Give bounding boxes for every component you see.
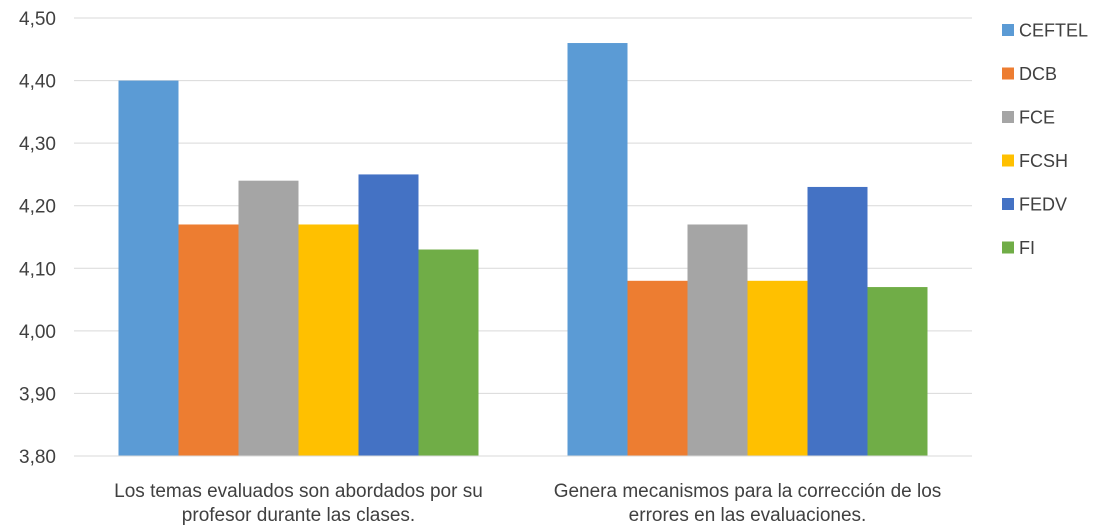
legend-label-fce: FCE: [1019, 108, 1055, 128]
bar-fedv-1: [358, 174, 419, 456]
bar-fce-2: [687, 224, 748, 456]
bar-fi-2: [867, 287, 928, 456]
bar-fcsh-1: [298, 224, 359, 456]
legend-label-fcsh: FCSH: [1019, 151, 1068, 171]
bar-fi-1: [418, 249, 479, 456]
bars: [118, 43, 928, 457]
bar-dcb-2: [627, 280, 688, 456]
legend-swatch-ceftel: [1002, 24, 1014, 36]
legend-label-fi: FI: [1019, 238, 1035, 258]
y-tick-label: 4,40: [19, 72, 56, 93]
legend-swatch-fcsh: [1002, 154, 1014, 167]
bar-fce-1: [238, 180, 299, 456]
legend-label-dcb: DCB: [1019, 64, 1057, 84]
x-axis-category-labels: Los temas evaluados son abordados por su…: [114, 481, 941, 526]
bar-ceftel-2: [567, 43, 628, 457]
bar-fcsh-2: [747, 280, 808, 456]
bar-fedv-2: [807, 186, 868, 456]
bar-ceftel-1: [118, 80, 179, 457]
bar-dcb-1: [178, 224, 239, 456]
y-axis-tick-labels: 3,80 3,90 4,00 4,10 4,20 4,30 4,40 4,50: [19, 9, 56, 468]
y-tick-label: 3,80: [19, 447, 56, 468]
y-tick-label: 3,90: [19, 384, 56, 405]
x-category-label: Genera mecanismos para la corrección de …: [554, 481, 942, 526]
legend-swatch-fce: [1002, 111, 1014, 123]
y-tick-label: 4,30: [19, 134, 56, 155]
legend-swatch-fi: [1002, 241, 1014, 254]
legend: CEFTEL DCB FCE FCSH FEDV FI: [1002, 21, 1088, 258]
y-tick-label: 4,10: [19, 259, 56, 280]
y-tick-label: 4,50: [19, 9, 56, 30]
y-tick-label: 4,00: [19, 322, 56, 343]
legend-label-ceftel: CEFTEL: [1019, 21, 1088, 41]
legend-swatch-dcb: [1002, 67, 1014, 80]
legend-swatch-fedv: [1002, 198, 1014, 210]
x-category-label: Los temas evaluados son abordados por su…: [114, 481, 483, 526]
y-tick-label: 4,20: [19, 197, 56, 218]
legend-label-fedv: FEDV: [1019, 195, 1067, 215]
